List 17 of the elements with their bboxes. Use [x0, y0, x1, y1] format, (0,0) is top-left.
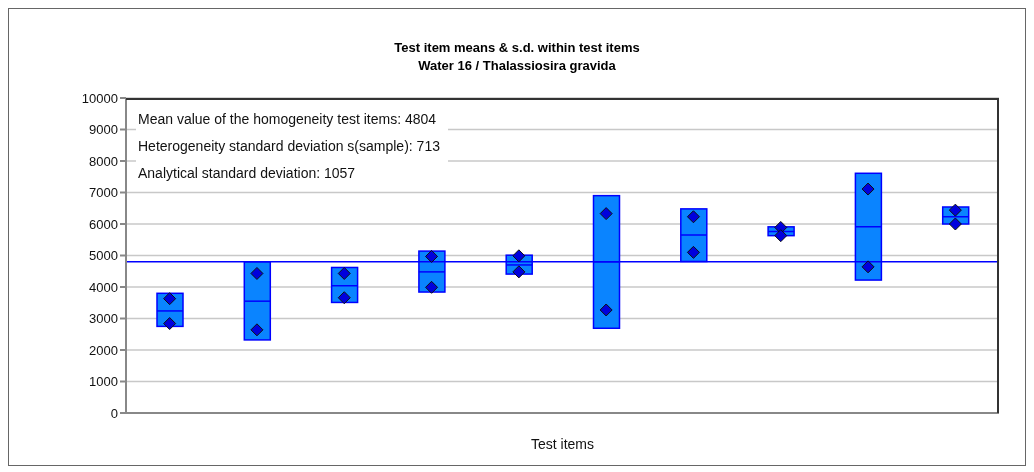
- y-tick-label: 5000: [89, 248, 118, 264]
- annotation: Heterogeneity standard deviation s(sample): 713: [138, 137, 440, 156]
- chart-title: Test item means & s.d. within test items: [393, 39, 641, 57]
- y-tick-label: 1000: [89, 374, 118, 390]
- y-tick-label: 7000: [89, 185, 118, 201]
- x-axis-title: Test items: [530, 436, 595, 452]
- annotation: Mean value of the homogeneity test items: 4804: [138, 110, 438, 129]
- y-tick-label: 0: [110, 405, 118, 421]
- y-tick-label: 6000: [89, 216, 118, 232]
- y-tick-label: 4000: [89, 279, 118, 295]
- chart-subtitle: Water 16 / Thalassiosira gravida: [417, 57, 617, 75]
- y-tick-label: 9000: [89, 122, 118, 138]
- y-tick-label: 8000: [89, 153, 118, 169]
- y-tick-label: 10000: [81, 90, 118, 106]
- y-tick-label: 2000: [89, 342, 118, 358]
- y-tick-label: 3000: [89, 311, 118, 327]
- annotation: Analytical standard deviation: 1057: [138, 164, 357, 183]
